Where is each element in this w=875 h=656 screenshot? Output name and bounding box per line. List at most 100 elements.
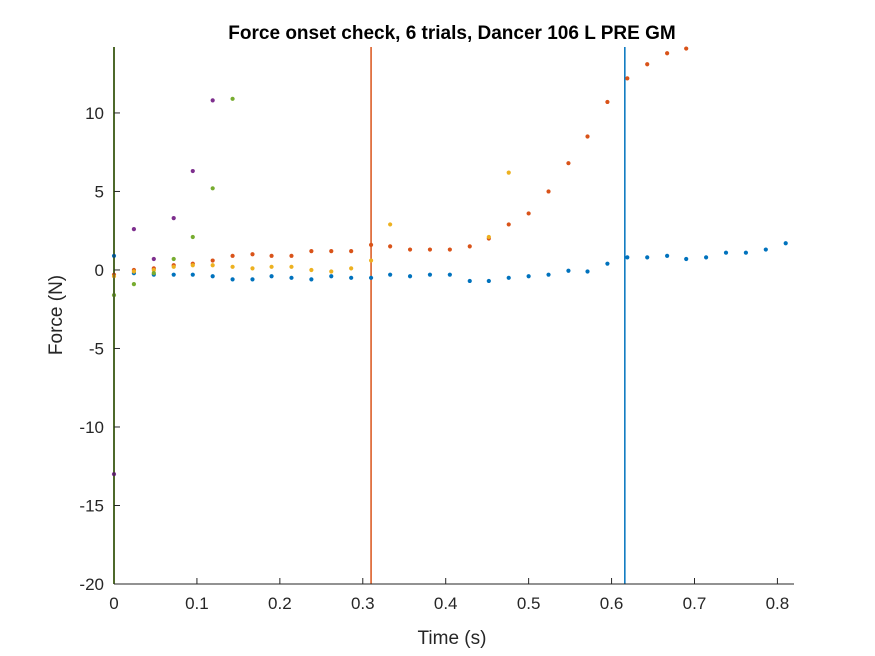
data-point — [585, 269, 590, 274]
axes — [113, 47, 794, 585]
data-point — [131, 269, 137, 274]
data-point — [427, 272, 433, 277]
data-point — [309, 249, 314, 254]
x-tick-label: 0 — [109, 594, 118, 613]
series-points — [111, 170, 511, 279]
data-point — [329, 269, 334, 274]
data-point — [349, 266, 354, 271]
data-point — [526, 274, 531, 279]
data-point — [566, 268, 571, 273]
data-point — [625, 76, 630, 81]
data-point — [447, 272, 452, 277]
data-point — [210, 263, 215, 268]
data-point — [467, 278, 472, 284]
data-point — [368, 242, 374, 247]
data-point — [210, 186, 215, 191]
y-axis-label: Force (N) — [46, 275, 67, 355]
data-point — [151, 256, 156, 262]
data-point — [151, 267, 156, 273]
data-point — [645, 62, 650, 67]
data-point — [230, 96, 235, 101]
data-point — [289, 264, 294, 269]
data-point — [427, 247, 433, 252]
x-tick-label: 0.2 — [268, 594, 292, 613]
data-point — [546, 272, 551, 277]
data-point — [684, 256, 689, 262]
data-point — [605, 261, 610, 266]
data-point — [763, 247, 768, 252]
y-tick-label: -15 — [79, 496, 104, 515]
data-point — [210, 258, 215, 263]
x-tick-label: 0.3 — [351, 594, 375, 613]
data-point — [486, 278, 491, 284]
data-point — [309, 277, 314, 282]
x-ticks: 0 0.1 0.2 0.3 0.4 0.5 0.6 0.7 0.8 — [109, 578, 789, 613]
data-point — [210, 98, 215, 103]
data-point — [269, 274, 274, 279]
x-tick-label: 0.7 — [683, 594, 707, 613]
x-tick-label: 0.6 — [600, 594, 624, 613]
series-points — [111, 241, 788, 284]
data-point — [151, 271, 156, 276]
x-tick-label: 0.4 — [434, 594, 458, 613]
data-point — [230, 264, 235, 269]
series-points — [111, 98, 215, 477]
data-point — [388, 244, 393, 249]
data-point — [171, 264, 176, 269]
series-points — [111, 46, 689, 277]
data-point — [230, 277, 235, 282]
data-point — [368, 258, 374, 263]
data-point — [349, 249, 354, 254]
data-point — [486, 234, 491, 240]
data-point — [566, 161, 571, 166]
data-point — [190, 272, 195, 277]
x-tick-label: 0.8 — [766, 594, 790, 613]
chart-title: Force onset check, 6 trials, Dancer 106 … — [228, 23, 675, 44]
data-point — [665, 51, 670, 56]
y-ticks: -20 -15 -10 -5 0 5 10 — [79, 104, 120, 594]
data-point — [171, 216, 176, 221]
data-point — [665, 253, 670, 258]
data-points — [111, 46, 788, 477]
y-tick-label: 5 — [95, 182, 104, 201]
data-point — [723, 250, 729, 255]
data-point — [546, 189, 551, 194]
data-point — [368, 275, 374, 280]
data-point — [210, 274, 215, 279]
x-axis-label: Time (s) — [418, 628, 487, 649]
data-point — [447, 247, 452, 252]
y-tick-label: -10 — [79, 418, 104, 437]
x-tick-label: 0.1 — [185, 594, 209, 613]
data-point — [309, 267, 314, 273]
data-point — [171, 256, 176, 262]
data-point — [171, 272, 176, 277]
data-point — [506, 222, 511, 227]
data-point — [605, 99, 610, 105]
data-point — [131, 281, 137, 287]
data-point — [407, 274, 413, 279]
data-point — [269, 253, 274, 258]
data-point — [190, 168, 195, 174]
data-point — [388, 272, 393, 277]
data-point — [289, 275, 294, 280]
y-tick-label: 10 — [85, 104, 104, 123]
series-points — [111, 96, 235, 298]
data-point — [329, 249, 334, 254]
data-point — [269, 264, 274, 269]
data-point — [329, 274, 334, 279]
data-point — [684, 46, 689, 51]
data-point — [625, 255, 630, 260]
data-point — [230, 253, 235, 258]
data-point — [585, 134, 590, 139]
data-point — [645, 255, 650, 260]
data-point — [407, 247, 413, 252]
y-tick-label: 0 — [95, 261, 104, 280]
data-point — [783, 241, 788, 246]
plot-area — [114, 47, 794, 584]
data-point — [526, 211, 531, 216]
data-point — [703, 255, 709, 260]
y-tick-label: -20 — [79, 575, 104, 594]
data-point — [190, 263, 195, 268]
data-point — [250, 266, 255, 271]
